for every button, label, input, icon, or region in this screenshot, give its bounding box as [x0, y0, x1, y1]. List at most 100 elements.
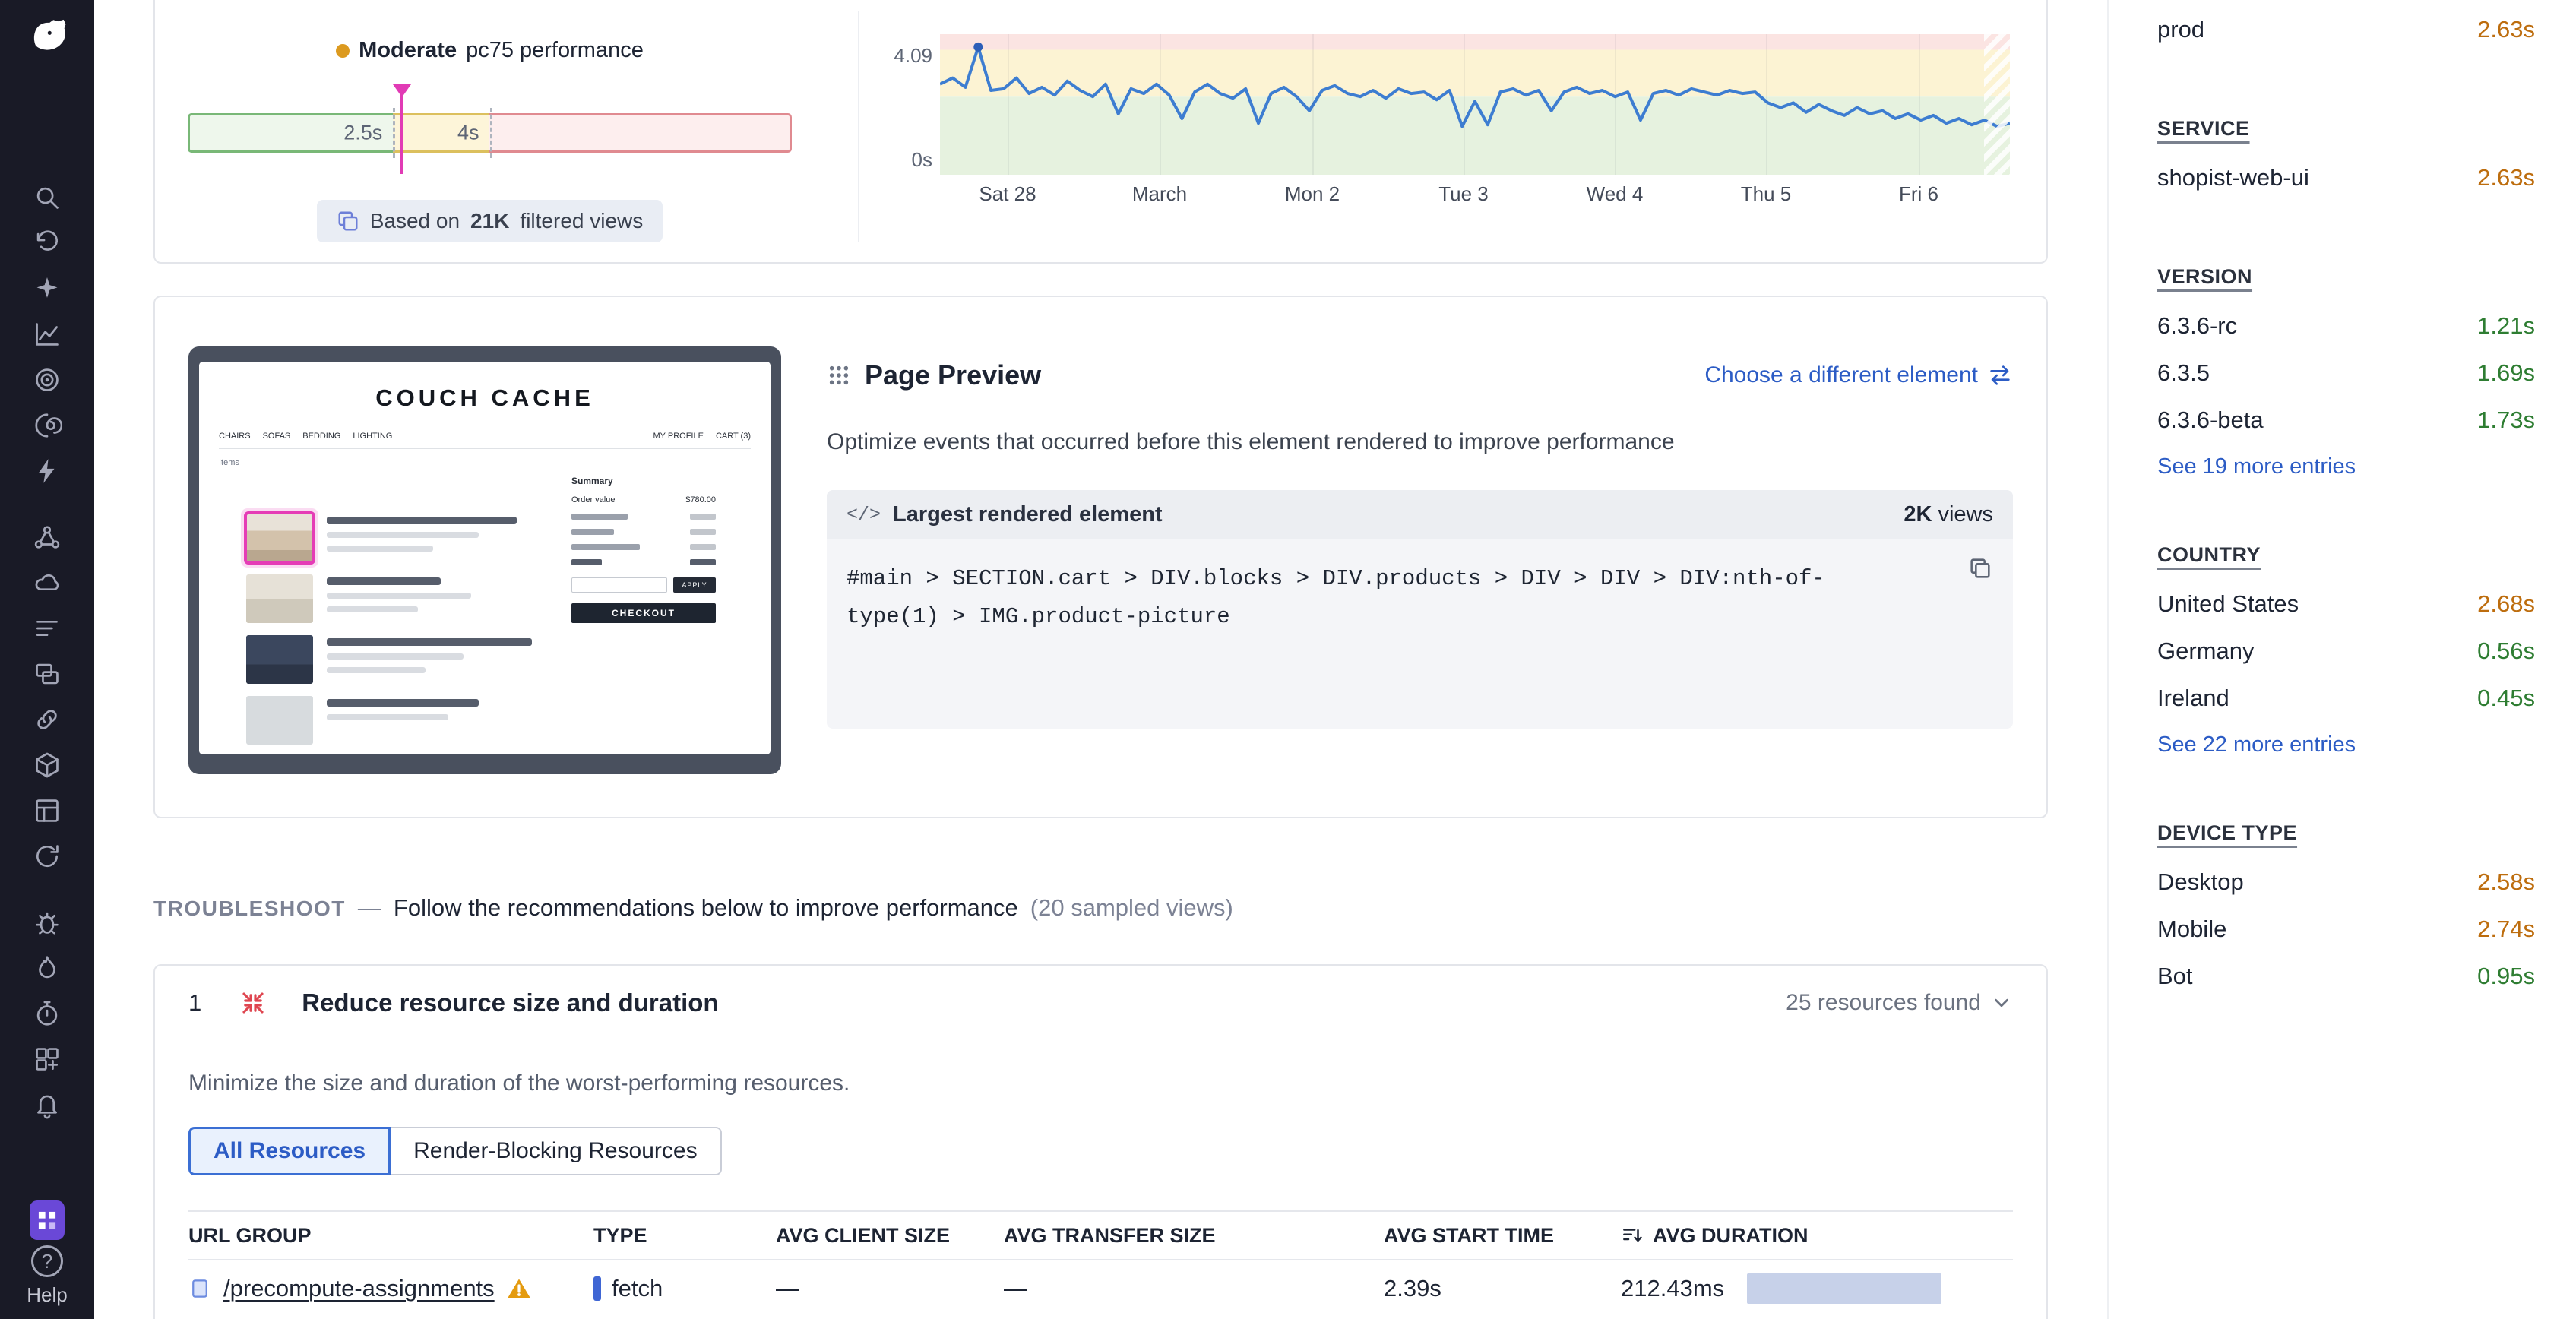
target-icon[interactable] — [30, 362, 65, 397]
apm-swirl-icon[interactable] — [30, 408, 65, 443]
recommendation-index: 1 — [188, 989, 202, 1016]
facet-row[interactable]: Germany 0.56s — [2157, 637, 2535, 664]
grid-handle-icon — [829, 365, 849, 385]
threshold-label-poor: 4s — [457, 121, 479, 144]
code-icon: </> — [847, 503, 881, 526]
product-image — [246, 635, 313, 684]
facet-row[interactable]: Bot 0.95s — [2157, 963, 2535, 989]
recommendation-card: 1 Reduce resource size and duration 25 r… — [153, 964, 2048, 1319]
cloud-icon[interactable] — [30, 565, 65, 600]
x-axis-ticks: Sat 28 March Mon 2 Tue 3 Wed 4 Thu 5 Fri… — [979, 182, 1938, 205]
link-icon[interactable] — [30, 702, 65, 737]
facet-row[interactable]: Desktop 2.58s — [2157, 868, 2535, 895]
facet-group-service: SERVICE shopist-web-ui 2.63s — [2157, 117, 2535, 201]
table-row[interactable]: /precompute-assignments fetch — — 2.39s … — [188, 1260, 2013, 1317]
facet-row[interactable]: 6.3.6-beta 1.73s — [2157, 406, 2535, 433]
pc75-marker — [400, 87, 404, 174]
product-image — [246, 574, 313, 623]
recommendation-title: Reduce resource size and duration — [302, 988, 719, 1017]
site-nav: CHAIRS SOFAS BEDDING LIGHTING MY PROFILE… — [219, 432, 751, 449]
windows-icon[interactable] — [30, 656, 65, 691]
facet-group-device-type: DEVICE TYPE Desktop 2.58s Mobile 2.74s Bot… — [2157, 821, 2535, 1000]
site-items-label: Items — [219, 458, 239, 467]
tab-all-resources[interactable]: All Resources — [188, 1127, 391, 1175]
facet-group-country: COUNTRY United States 2.68s Germany 0.56s … — [2157, 543, 2535, 757]
bits-ai-icon[interactable] — [29, 1200, 65, 1240]
chevron-down-icon — [1995, 998, 2008, 1007]
gauge-poor-segment — [489, 113, 792, 153]
facet-group-version: VERSION 6.3.6-rc 1.21s 6.3.5 1.69s 6.3.6-b… — [2157, 265, 2535, 479]
y-axis-min-label: 0s — [911, 148, 932, 171]
page-thumbnail: COUCH CACHE CHAIRS SOFAS BEDDING LIGHTIN… — [188, 346, 781, 774]
bolt-icon[interactable] — [30, 454, 65, 489]
help-label[interactable]: Help — [27, 1283, 68, 1306]
org-graph-icon[interactable] — [30, 520, 65, 555]
site-cart-summary: Summary Order value $780.00 APPLY CHECKOU… — [571, 476, 716, 623]
reduce-size-icon — [239, 989, 267, 1017]
see-more-link[interactable]: See 19 more entries — [2157, 454, 2356, 479]
gauge-threshold-line-good — [393, 108, 396, 158]
resource-tabs: All Resources Render-Blocking Resources — [188, 1127, 722, 1175]
main-content: Moderate pc75 performance 2.5s 4s Based … — [94, 0, 2107, 1319]
site-brand: COUCH CACHE — [375, 384, 594, 411]
swap-icon — [1990, 365, 2010, 385]
facet-row[interactable]: shopist-web-ui 2.63s — [2157, 164, 2535, 191]
tab-render-blocking-resources[interactable]: Render-Blocking Resources — [391, 1127, 722, 1175]
performance-facets-panel: prod 2.63s SERVICE shopist-web-ui 2.63s V… — [2107, 0, 2576, 1319]
list-icon[interactable] — [30, 611, 65, 646]
page-preview-title: Page Preview — [865, 359, 1042, 391]
threshold-gauge-bar: 2.5s 4s — [188, 87, 792, 174]
troubleshoot-heading: TROUBLESHOOT — Follow the recommendation… — [153, 894, 1233, 921]
performance-legend: Moderate pc75 performance — [188, 38, 792, 63]
facet-row[interactable]: United States 2.68s — [2157, 590, 2535, 617]
legend-text: pc75 performance — [466, 38, 644, 62]
facet-row[interactable]: Ireland 0.45s — [2157, 685, 2535, 711]
refresh-icon[interactable] — [30, 839, 65, 874]
chart-icon[interactable] — [30, 317, 65, 352]
bug-icon[interactable] — [30, 905, 65, 940]
facet-row[interactable]: Mobile 2.74s — [2157, 916, 2535, 942]
history-icon[interactable] — [30, 226, 65, 261]
package-hexagon-icon[interactable] — [30, 748, 65, 783]
threshold-label-good: 2.5s — [343, 121, 383, 144]
choose-element-link[interactable]: Choose a different element — [1704, 362, 2013, 388]
datadog-logo[interactable] — [23, 12, 71, 61]
fetch-type-bar-icon — [593, 1276, 601, 1301]
facet-row[interactable]: 6.3.6-rc 1.21s — [2157, 312, 2535, 339]
y-axis-max-label: 4.09 — [894, 44, 932, 67]
see-more-link[interactable]: See 22 more entries — [2157, 732, 2356, 757]
views-icon — [338, 211, 358, 231]
incomplete-data-hatch — [1984, 34, 2010, 175]
gauge-threshold-line-poor — [489, 108, 492, 158]
table-header-row: URL GROUP TYPE AVG CLIENT SIZE AVG TRANS… — [188, 1210, 2013, 1260]
filtered-views-badge[interactable]: Based on 21K filtered views — [316, 200, 663, 242]
search-icon[interactable] — [30, 180, 65, 215]
discount-input — [571, 577, 667, 593]
moderate-status-dot — [336, 43, 350, 58]
resource-doc-icon — [192, 1279, 207, 1298]
performance-summary-card: Moderate pc75 performance 2.5s 4s Based … — [153, 0, 2048, 264]
resource-url-link[interactable]: /precompute-assignments — [223, 1275, 495, 1302]
sparkle-icon[interactable] — [30, 271, 65, 306]
blocks-icon[interactable] — [30, 1042, 65, 1077]
timeseries-plot[interactable] — [940, 34, 2010, 175]
resources-found-toggle[interactable]: 25 resources found — [1786, 990, 2013, 1016]
site-screenshot: COUCH CACHE CHAIRS SOFAS BEDDING LIGHTIN… — [199, 362, 771, 754]
sort-descending-icon[interactable] — [1621, 1224, 1644, 1247]
flame-icon[interactable] — [30, 951, 65, 985]
resources-table: URL GROUP TYPE AVG CLIENT SIZE AVG TRANS… — [188, 1210, 2013, 1317]
checkout-button: CHECKOUT — [571, 603, 716, 623]
help-icon[interactable]: ? — [30, 1245, 63, 1277]
lre-title: Largest rendered element — [893, 501, 1163, 527]
layout-frame-icon[interactable] — [30, 793, 65, 828]
stopwatch-icon[interactable] — [30, 996, 65, 1031]
facet-row[interactable]: 6.3.5 1.69s — [2157, 359, 2535, 386]
lcp-highlighted-product-image — [244, 511, 315, 565]
gauge-moderate-segment — [393, 113, 490, 153]
bell-icon[interactable] — [30, 1087, 65, 1122]
copy-icon[interactable] — [1967, 555, 1993, 581]
page-preview-card: COUCH CACHE CHAIRS SOFAS BEDDING LIGHTIN… — [153, 296, 2048, 818]
facet-row-env[interactable]: prod 2.63s — [2157, 16, 2535, 43]
recommendation-description: Minimize the size and duration of the wo… — [188, 1071, 850, 1096]
